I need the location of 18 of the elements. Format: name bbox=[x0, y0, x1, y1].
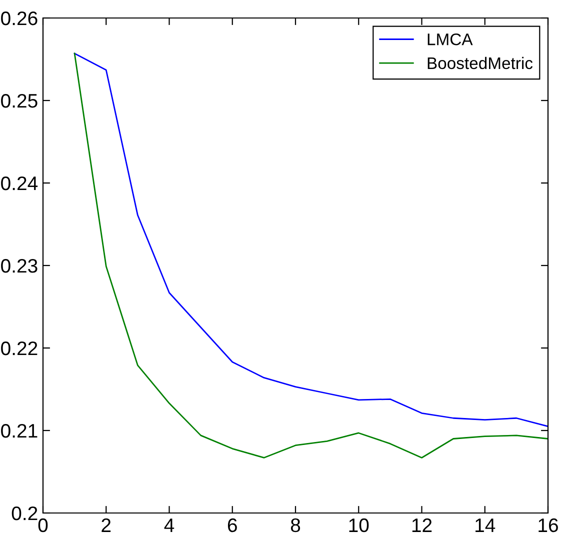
x-tick-label: 8 bbox=[290, 518, 300, 532]
y-tick-label: 0.25 bbox=[1, 94, 38, 108]
y-tick-label: 0.21 bbox=[1, 424, 38, 438]
y-tick-label: 0.26 bbox=[1, 11, 38, 26]
x-tick-label: 0 bbox=[38, 518, 48, 532]
y-tick-label: 0.24 bbox=[1, 176, 38, 190]
y-tick-label: 0.2 bbox=[12, 506, 38, 520]
x-tick-label: 4 bbox=[164, 518, 174, 532]
legend-label: BoostedMetric bbox=[428, 56, 533, 70]
y-tick-label: 0.23 bbox=[1, 258, 38, 273]
x-tick-label: 16 bbox=[538, 518, 558, 532]
x-tick-label: 10 bbox=[349, 518, 369, 532]
x-tick-label: 6 bbox=[228, 518, 237, 532]
x-tick-label: 14 bbox=[476, 518, 496, 532]
y-tick-label: 0.22 bbox=[1, 341, 38, 356]
x-tick-label: 12 bbox=[412, 518, 432, 532]
x-tick-label: 2 bbox=[102, 518, 111, 532]
legend-label: LMCA bbox=[428, 33, 473, 46]
